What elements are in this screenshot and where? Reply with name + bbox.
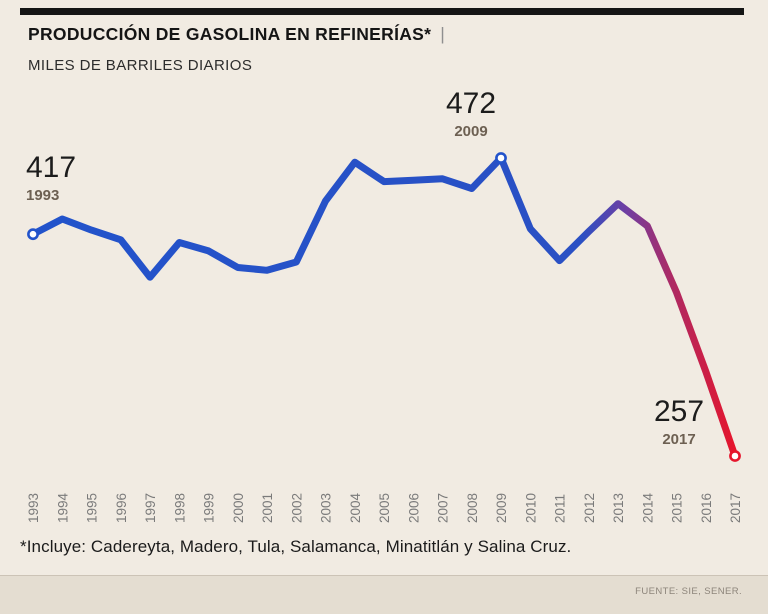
x-axis-label-2012: 2012 xyxy=(582,493,597,523)
x-axis-label-2014: 2014 xyxy=(640,492,655,523)
header-accent-bar xyxy=(20,8,744,15)
production-line xyxy=(29,154,739,460)
x-axis-label-1995: 1995 xyxy=(85,493,100,523)
x-axis-label-1994: 1994 xyxy=(55,492,70,523)
x-axis-label-1996: 1996 xyxy=(114,493,129,523)
source-bar: FUENTE: SIE, SENER. xyxy=(0,575,768,614)
annotation-2009: 472 2009 xyxy=(431,88,511,140)
x-axis-label-2011: 2011 xyxy=(553,494,568,523)
x-axis-label-1998: 1998 xyxy=(172,493,187,523)
x-axis-label-2000: 2000 xyxy=(231,493,246,523)
data-point-marker-1993 xyxy=(27,228,39,241)
annotation-2017: 257 2017 xyxy=(637,396,721,448)
annotation-1993: 417 1993 xyxy=(26,152,76,204)
x-axis-label-2010: 2010 xyxy=(523,493,538,523)
page-title: PRODUCCIÓN DE GASOLINA EN REFINERÍAS* xyxy=(28,24,432,44)
annotation-value-1993: 417 xyxy=(26,151,77,184)
x-axis-label-1997: 1997 xyxy=(143,493,158,523)
x-axis-label-2017: 2017 xyxy=(728,493,743,523)
x-axis-label-2013: 2013 xyxy=(611,493,626,523)
chart-subtitle: MILES DE BARRILES DIARIOS xyxy=(28,57,253,74)
data-point-marker-2009 xyxy=(495,152,507,164)
x-axis-label-2016: 2016 xyxy=(699,493,714,523)
x-axis-label-2006: 2006 xyxy=(406,493,421,523)
data-point-marker-2017 xyxy=(729,450,741,462)
x-axis-label-2001: 2001 xyxy=(260,493,275,523)
annotation-value-2009: 472 xyxy=(445,87,497,120)
x-axis-label-1993: 1993 xyxy=(26,493,41,523)
x-axis-label-2003: 2003 xyxy=(319,493,334,523)
x-axis-label-1999: 1999 xyxy=(202,493,217,523)
x-axis-label-2009: 2009 xyxy=(494,493,509,523)
x-axis-label-2015: 2015 xyxy=(670,493,685,523)
source-text: FUENTE: SIE, SENER. xyxy=(635,586,742,597)
x-axis-label-2008: 2008 xyxy=(465,493,480,523)
x-axis-label-2004: 2004 xyxy=(348,492,363,523)
x-axis-label-2005: 2005 xyxy=(377,493,392,523)
x-axis-label-2007: 2007 xyxy=(436,493,451,523)
annotation-year-1993: 1993 xyxy=(26,186,60,204)
chart-footnote: *Incluye: Cadereyta, Madero, Tula, Salam… xyxy=(20,537,572,556)
x-axis-label-2002: 2002 xyxy=(289,493,304,523)
chart-header: PRODUCCIÓN DE GASOLINA EN REFINERÍAS* | xyxy=(28,24,445,45)
annotation-year-2009: 2009 xyxy=(454,122,488,140)
annotation-value-2017: 257 xyxy=(653,395,705,428)
title-separator: | xyxy=(440,24,446,44)
annotation-year-2017: 2017 xyxy=(662,430,696,448)
